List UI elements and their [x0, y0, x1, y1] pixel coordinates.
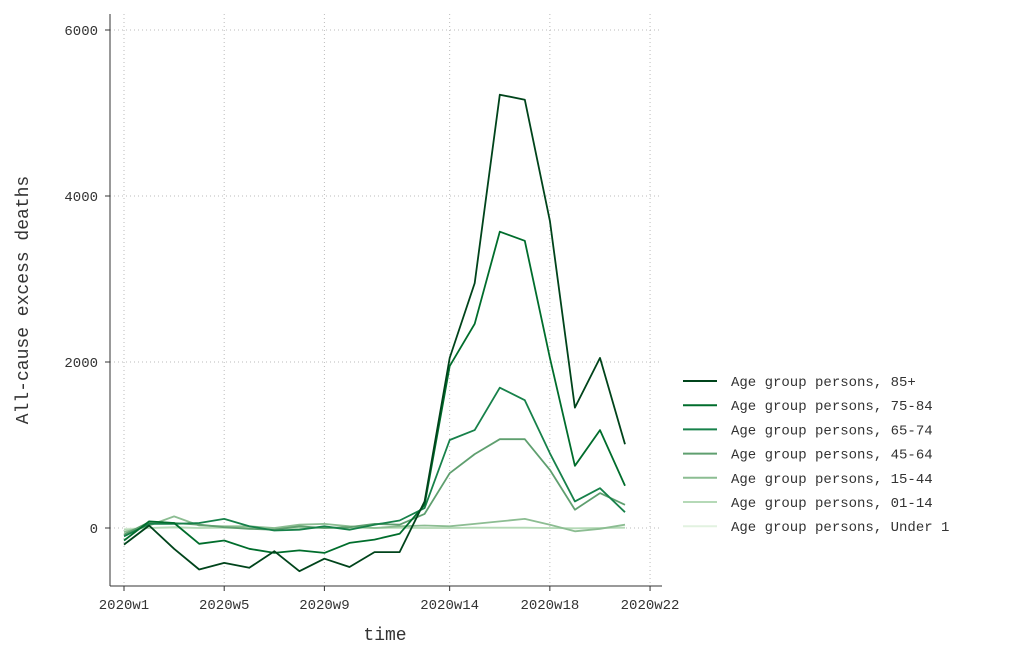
x-tick-label: 2020w14 [420, 598, 479, 614]
y-axis-label: All-cause excess deaths [14, 176, 34, 424]
y-tick-label: 4000 [64, 190, 98, 206]
x-tick-label: 2020w9 [299, 598, 349, 614]
legend-label: Age group persons, 45-64 [731, 448, 933, 464]
series-line-0 [123, 93, 626, 573]
y-tick-label: 2000 [64, 356, 98, 372]
legend-label: Age group persons, 75-84 [731, 399, 933, 415]
series-lines [123, 93, 626, 573]
y-axis-ticks: 0 2000 4000 6000 [64, 24, 110, 538]
legend-label: Age group persons, 65-74 [731, 423, 933, 439]
grid [110, 14, 662, 586]
y-tick-label: 0 [90, 522, 98, 538]
x-tick-label: 2020w22 [621, 598, 680, 614]
legend-label: Age group persons, 01-14 [731, 496, 933, 512]
x-tick-label: 2020w18 [520, 598, 579, 614]
legend-label: Age group persons, Under 1 [731, 520, 949, 536]
x-axis-label: time [363, 626, 406, 646]
legend-label: Age group persons, 15-44 [731, 472, 933, 488]
legend-label: Age group persons, 85+ [731, 375, 916, 391]
x-tick-label: 2020w1 [99, 598, 149, 614]
x-axis-ticks: 2020w1 2020w5 2020w9 2020w14 2020w18 2020w22 [99, 586, 680, 614]
series-line-1 [123, 230, 626, 554]
legend: Age group persons, 85+ Age group persons,… [683, 375, 949, 536]
y-tick-label: 6000 [64, 24, 98, 40]
series-line-2 [123, 386, 626, 538]
x-tick-label: 2020w5 [199, 598, 249, 614]
